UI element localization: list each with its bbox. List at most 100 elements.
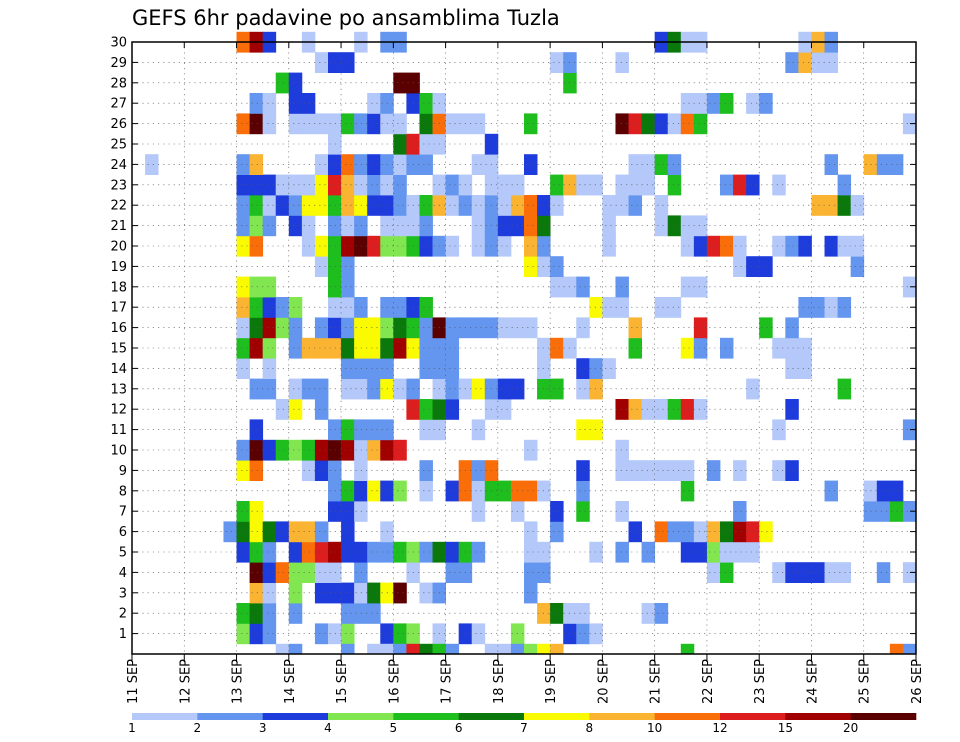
heatmap-cell: [785, 399, 799, 420]
y-tick-label: 25: [110, 138, 127, 153]
heatmap-cell: [615, 276, 629, 298]
heatmap-cell: [328, 439, 342, 461]
heatmap-cell: [262, 439, 277, 461]
y-tick-label: 19: [110, 260, 127, 275]
heatmap-cell: [341, 337, 355, 359]
y-tick-label: 21: [110, 219, 127, 234]
heatmap-cell: [341, 235, 355, 257]
heatmap-cell: [471, 113, 486, 135]
heatmap-cell: [902, 562, 917, 583]
heatmap-cell: [693, 215, 708, 237]
heatmap-cell: [706, 93, 721, 114]
heatmap-cell: [772, 419, 786, 441]
x-axis: 11 SEP 12 SEP 13 SEP 14 SEP 15 SEP 16 SEP 17 S…: [126, 42, 925, 704]
heatmap-cell: [341, 439, 355, 461]
heatmap-cell: [471, 195, 486, 216]
heatmap-cell: [367, 113, 381, 135]
heatmap-cell: [746, 256, 760, 277]
strip-cell: [341, 643, 355, 654]
heatmap-cell: [328, 582, 342, 604]
heatmap-cell: [341, 378, 355, 400]
heatmap-cell: [288, 439, 303, 461]
heatmap-cell: [393, 297, 407, 318]
heatmap-cell: [550, 337, 564, 359]
heatmap-cell: [314, 623, 329, 645]
heatmap-cell: [471, 501, 486, 522]
y-tick-label: 7: [119, 505, 127, 520]
heatmap-cell: [706, 521, 721, 543]
heatmap-cell: [850, 235, 865, 257]
heatmap-cell: [615, 439, 629, 461]
heatmap-cell: [641, 174, 656, 196]
heatmap-cell: [367, 337, 381, 359]
heatmap-cell: [301, 215, 316, 237]
heatmap-cell: [236, 521, 250, 543]
heatmap-cell: [249, 562, 264, 583]
heatmap-cell: [301, 337, 316, 359]
heatmap-cell: [471, 378, 486, 400]
heatmap-cell: [902, 501, 917, 522]
colorbar-label: 5: [390, 721, 398, 735]
heatmap-cell: [706, 562, 721, 583]
heatmap-cell: [328, 215, 342, 237]
heatmap-cell: [654, 521, 669, 543]
heatmap-cell: [524, 480, 538, 502]
heatmap-cell: [275, 439, 290, 461]
strip-cell: [445, 643, 460, 654]
heatmap-cell: [550, 52, 564, 73]
y-tick-label: 18: [110, 280, 127, 295]
x-tick-label: 23 SEP: [753, 659, 768, 704]
heatmap-cell: [798, 358, 812, 379]
heatmap-cell: [367, 235, 381, 257]
heatmap-cell: [288, 521, 303, 543]
heatmap-cell: [262, 582, 277, 604]
heatmap-cell: [471, 317, 486, 339]
colorbar-label: 7: [520, 721, 528, 735]
heatmap-cell: [497, 215, 512, 237]
heatmap-cell: [249, 174, 264, 196]
heatmap-cell: [249, 235, 264, 257]
heatmap-cell: [811, 52, 825, 73]
heatmap-cell: [262, 174, 277, 196]
x-tick-label: 15 SEP: [335, 659, 350, 704]
heatmap-cell: [328, 460, 342, 481]
heatmap-cell: [654, 297, 669, 318]
heatmap-cell: [550, 521, 564, 543]
heatmap-cell: [589, 378, 603, 400]
heatmap-cell: [693, 337, 708, 359]
heatmap-cell: [301, 93, 316, 114]
heatmap-cell: [641, 113, 656, 135]
heatmap-cell: [641, 154, 656, 175]
heatmap-cell: [314, 541, 329, 563]
heatmap-cell: [367, 603, 381, 624]
chart-title: GEFS 6hr padavine po ansamblima Tuzla: [132, 6, 560, 30]
heatmap-cell: [419, 419, 433, 441]
colorbar-swatch: [589, 713, 655, 720]
heatmap-cell: [667, 174, 682, 196]
heatmap-cell: [236, 113, 250, 135]
heatmap-cell: [275, 72, 290, 94]
heatmap-cell: [314, 235, 329, 257]
heatmap-cell: [393, 113, 407, 135]
heatmap-cell: [249, 337, 264, 359]
heatmap-cell: [641, 541, 656, 563]
heatmap-cell: [445, 113, 460, 135]
heatmap-cell: [772, 174, 786, 196]
heatmap-cell: [236, 215, 250, 237]
heatmap-cell: [550, 276, 564, 298]
y-tick-label: 20: [110, 240, 127, 255]
heatmap-cell: [589, 358, 603, 379]
heatmap-cell: [524, 235, 538, 257]
heatmap-cell: [341, 113, 355, 135]
heatmap-cell: [720, 174, 734, 196]
strip-cell: [380, 643, 394, 654]
heatmap-cell: [524, 562, 538, 583]
heatmap-cell: [236, 276, 250, 298]
colorbar-swatch: [458, 713, 525, 720]
heatmap-cell: [275, 317, 290, 339]
heatmap-cell: [393, 317, 407, 339]
heatmap-cell: [236, 603, 250, 624]
heatmap-cell: [733, 174, 747, 196]
heatmap-cell: [524, 541, 538, 563]
heatmap-cell: [301, 439, 316, 461]
